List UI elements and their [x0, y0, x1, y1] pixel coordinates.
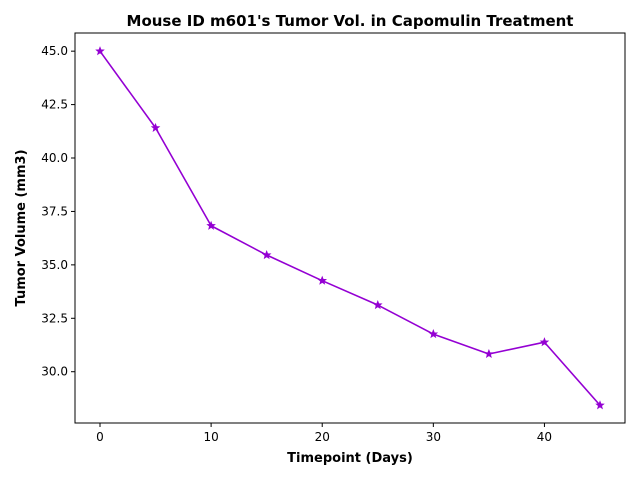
y-tick-label: 30.0: [41, 365, 68, 379]
y-axis-title: Tumor Volume (mm3): [14, 149, 29, 306]
x-tick-label: 0: [96, 430, 104, 444]
y-tick-label: 42.5: [41, 98, 68, 112]
x-tick-label: 40: [537, 430, 552, 444]
x-axis: 0 10 20 30 40: [96, 423, 552, 444]
chart-title: Mouse ID m601's Tumor Vol. in Capomulin …: [127, 12, 574, 30]
data-point-star: [317, 275, 328, 285]
data-point-star: [595, 400, 605, 410]
data-point-star: [372, 300, 383, 310]
data-point-star: [95, 46, 105, 56]
axes-frame: [74, 32, 626, 424]
y-tick-label: 37.5: [41, 204, 68, 218]
plot-area: 0 10 20 30 40 30.0 32.5 35.0 37.5 40.0 42.5 45.0: [41, 32, 626, 444]
x-tick-label: 20: [315, 430, 330, 444]
y-axis: 30.0 32.5 35.0 37.5 40.0 42.5 45.0: [41, 44, 75, 379]
y-tick-label: 32.5: [41, 311, 68, 325]
y-tick-label: 35.0: [41, 258, 68, 272]
x-axis-title: Timepoint (Days): [287, 451, 413, 466]
data-point-star: [484, 348, 494, 359]
data-point-star: [261, 249, 272, 260]
y-tick-label: 40.0: [41, 151, 68, 165]
data-point-star: [428, 329, 439, 339]
data-point-star: [206, 220, 216, 230]
series-layer: [95, 46, 605, 410]
x-tick-label: 10: [203, 430, 218, 444]
x-tick-label: 30: [426, 430, 441, 444]
y-tick-label: 45.0: [41, 44, 68, 58]
series-line: [99, 50, 601, 406]
data-point-star: [539, 337, 550, 347]
data-point-star: [150, 122, 161, 132]
